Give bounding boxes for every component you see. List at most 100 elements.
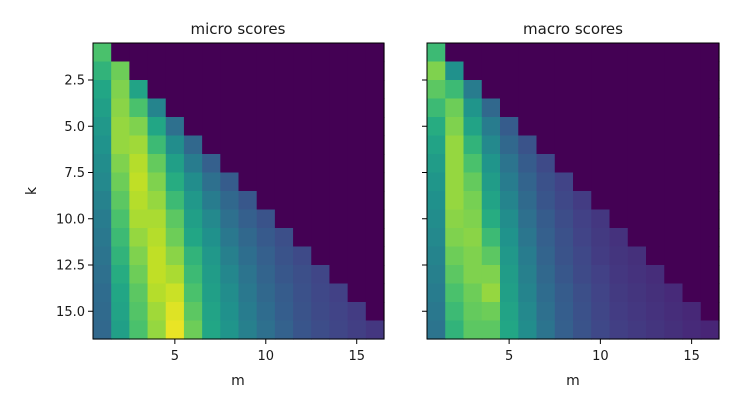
macro-scores-cell	[627, 265, 647, 285]
macro-scores-cell	[500, 43, 519, 63]
micro-scores-cell	[238, 228, 258, 248]
macro-scores-cell	[664, 246, 684, 266]
micro-scores-cell	[311, 302, 331, 322]
macro-scores-cell	[573, 283, 592, 303]
micro-scores-cell	[329, 246, 349, 266]
macro-scores-cell	[646, 265, 665, 285]
macro-scores-cell	[427, 98, 446, 118]
micro-scores-cell	[365, 98, 385, 118]
micro-scores-cell	[274, 228, 294, 248]
micro-scores-cell	[165, 265, 185, 285]
macro-scores-cell	[682, 135, 702, 155]
macro-scores-cell	[536, 246, 556, 266]
macro-scores-cell	[518, 98, 538, 118]
macro-scores-cell	[664, 172, 684, 192]
macro-scores-ticks: 5 10 15	[422, 79, 700, 364]
macro-scores-cell	[481, 265, 501, 285]
micro-scores-y-tick-label: 7.5	[64, 166, 85, 181]
macro-scores-cell	[591, 228, 611, 248]
micro-scores-cell	[93, 209, 112, 229]
micro-scores-cell	[329, 43, 349, 63]
macro-scores-cell	[427, 320, 446, 340]
macro-scores-cell	[700, 61, 720, 81]
micro-scores-cell	[129, 209, 149, 229]
micro-scores-cell	[238, 302, 258, 322]
macro-scores-cell	[445, 43, 465, 63]
macro-scores-cell	[609, 283, 629, 303]
macro-scores-x-tick-label: 10	[592, 349, 609, 364]
macro-scores-cell	[463, 246, 483, 266]
micro-scores-cell	[365, 265, 385, 285]
micro-scores-cell	[129, 246, 149, 266]
micro-scores-cell	[93, 61, 112, 81]
micro-scores-cell	[329, 320, 349, 340]
micro-scores-cell	[183, 302, 203, 322]
macro-scores-cell	[682, 320, 702, 340]
micro-scores-cell	[329, 302, 349, 322]
macro-scores-cell	[518, 302, 538, 322]
micro-scores-cell	[129, 228, 149, 248]
macro-scores-cell	[481, 43, 501, 63]
macro-scores-cell	[627, 228, 647, 248]
macro-scores-cell	[500, 228, 519, 248]
macro-scores-cell	[518, 209, 538, 229]
micro-scores-cell	[220, 43, 240, 63]
macro-scores-cell	[609, 43, 629, 63]
micro-scores-cell	[329, 172, 349, 192]
micro-scores-cell	[111, 320, 130, 340]
micro-scores-cell	[111, 302, 130, 322]
micro-scores-cell	[256, 43, 276, 63]
macro-scores-cell	[664, 228, 684, 248]
macro-scores-cell	[500, 172, 519, 192]
micro-scores-cell	[311, 117, 331, 137]
micro-scores-cell	[147, 172, 167, 192]
macro-scores-cell	[463, 80, 483, 100]
macro-scores-cell	[536, 228, 556, 248]
macro-scores-cell	[664, 191, 684, 211]
macro-scores-cell	[700, 283, 720, 303]
micro-scores-cell	[293, 61, 312, 81]
macro-scores-cell	[664, 80, 684, 100]
macro-scores-cell	[682, 302, 702, 322]
macro-scores-cell	[518, 172, 538, 192]
macro-scores-cell	[646, 98, 665, 118]
micro-scores-cell	[93, 191, 112, 211]
micro-scores-cell	[256, 80, 276, 100]
micro-scores-cell	[347, 43, 367, 63]
macro-scores-cell	[609, 61, 629, 81]
macro-scores-cell	[518, 117, 538, 137]
micro-scores-cell	[347, 61, 367, 81]
micro-scores-cell	[256, 172, 276, 192]
micro-scores-cell	[329, 265, 349, 285]
macro-scores-cell	[481, 117, 501, 137]
macro-scores-cell	[573, 209, 592, 229]
macro-scores-cell	[682, 154, 702, 174]
micro-scores-cell	[129, 80, 149, 100]
macro-scores-cell	[445, 135, 465, 155]
macro-scores-cell	[536, 117, 556, 137]
macro-scores-cell	[682, 265, 702, 285]
macro-scores-cell	[518, 191, 538, 211]
macro-scores-cell	[427, 246, 446, 266]
macro-scores-cell	[646, 302, 665, 322]
micro-scores-y-tick-label: 12.5	[56, 259, 85, 274]
micro-scores-cell	[274, 191, 294, 211]
macro-scores-cell	[591, 98, 611, 118]
micro-scores-cell	[183, 98, 203, 118]
micro-scores-ticks: 5 10 15 2.5 5.0 7.5 10.0 12.5 15.0	[56, 74, 365, 365]
micro-scores-cell	[311, 228, 331, 248]
macro-scores-cell	[445, 209, 465, 229]
macro-scores-cell	[664, 43, 684, 63]
micro-scores-cell	[347, 209, 367, 229]
micro-scores-cell	[293, 43, 312, 63]
micro-scores-cell	[256, 117, 276, 137]
micro-scores-cell	[183, 228, 203, 248]
macro-scores-cell	[536, 191, 556, 211]
micro-scores-cell	[365, 228, 385, 248]
macro-scores-cell	[627, 283, 647, 303]
micro-scores-cell	[147, 117, 167, 137]
micro-scores-cell	[274, 43, 294, 63]
macro-scores-cell	[481, 302, 501, 322]
macro-scores-cell	[427, 80, 446, 100]
macro-scores-cell	[591, 154, 611, 174]
